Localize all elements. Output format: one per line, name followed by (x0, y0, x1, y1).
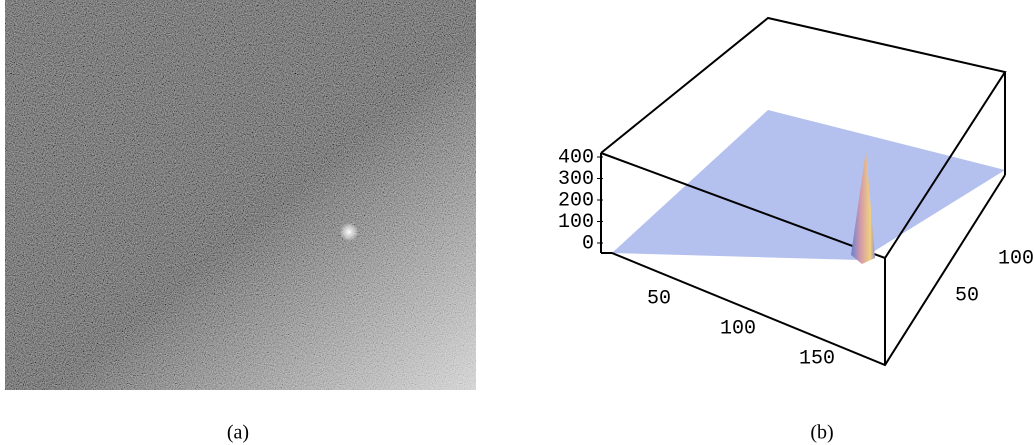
z-tick-label: 100 (558, 211, 594, 234)
page: {"figure": {"panels": [ {"caption": "(a)… (0, 0, 1034, 445)
z-tick-label: 400 (558, 146, 594, 169)
caption: (a) (227, 422, 249, 444)
panel-a-image (5, 0, 476, 390)
figure: 01002003004005010015050100 (a) (b) (0, 0, 1034, 445)
z-tick-label: 200 (558, 189, 594, 212)
panel-b-plot (601, 18, 1005, 365)
x-tick-label: 150 (799, 347, 835, 370)
caption: (b) (810, 422, 833, 444)
y-tick-label: 50 (955, 284, 979, 307)
z-tick-label: 0 (582, 232, 594, 255)
x-tick-label: 100 (720, 317, 756, 340)
x-tick-label: 50 (647, 287, 671, 310)
y-tick-label: 100 (998, 247, 1034, 270)
z-tick-label: 300 (558, 168, 594, 191)
